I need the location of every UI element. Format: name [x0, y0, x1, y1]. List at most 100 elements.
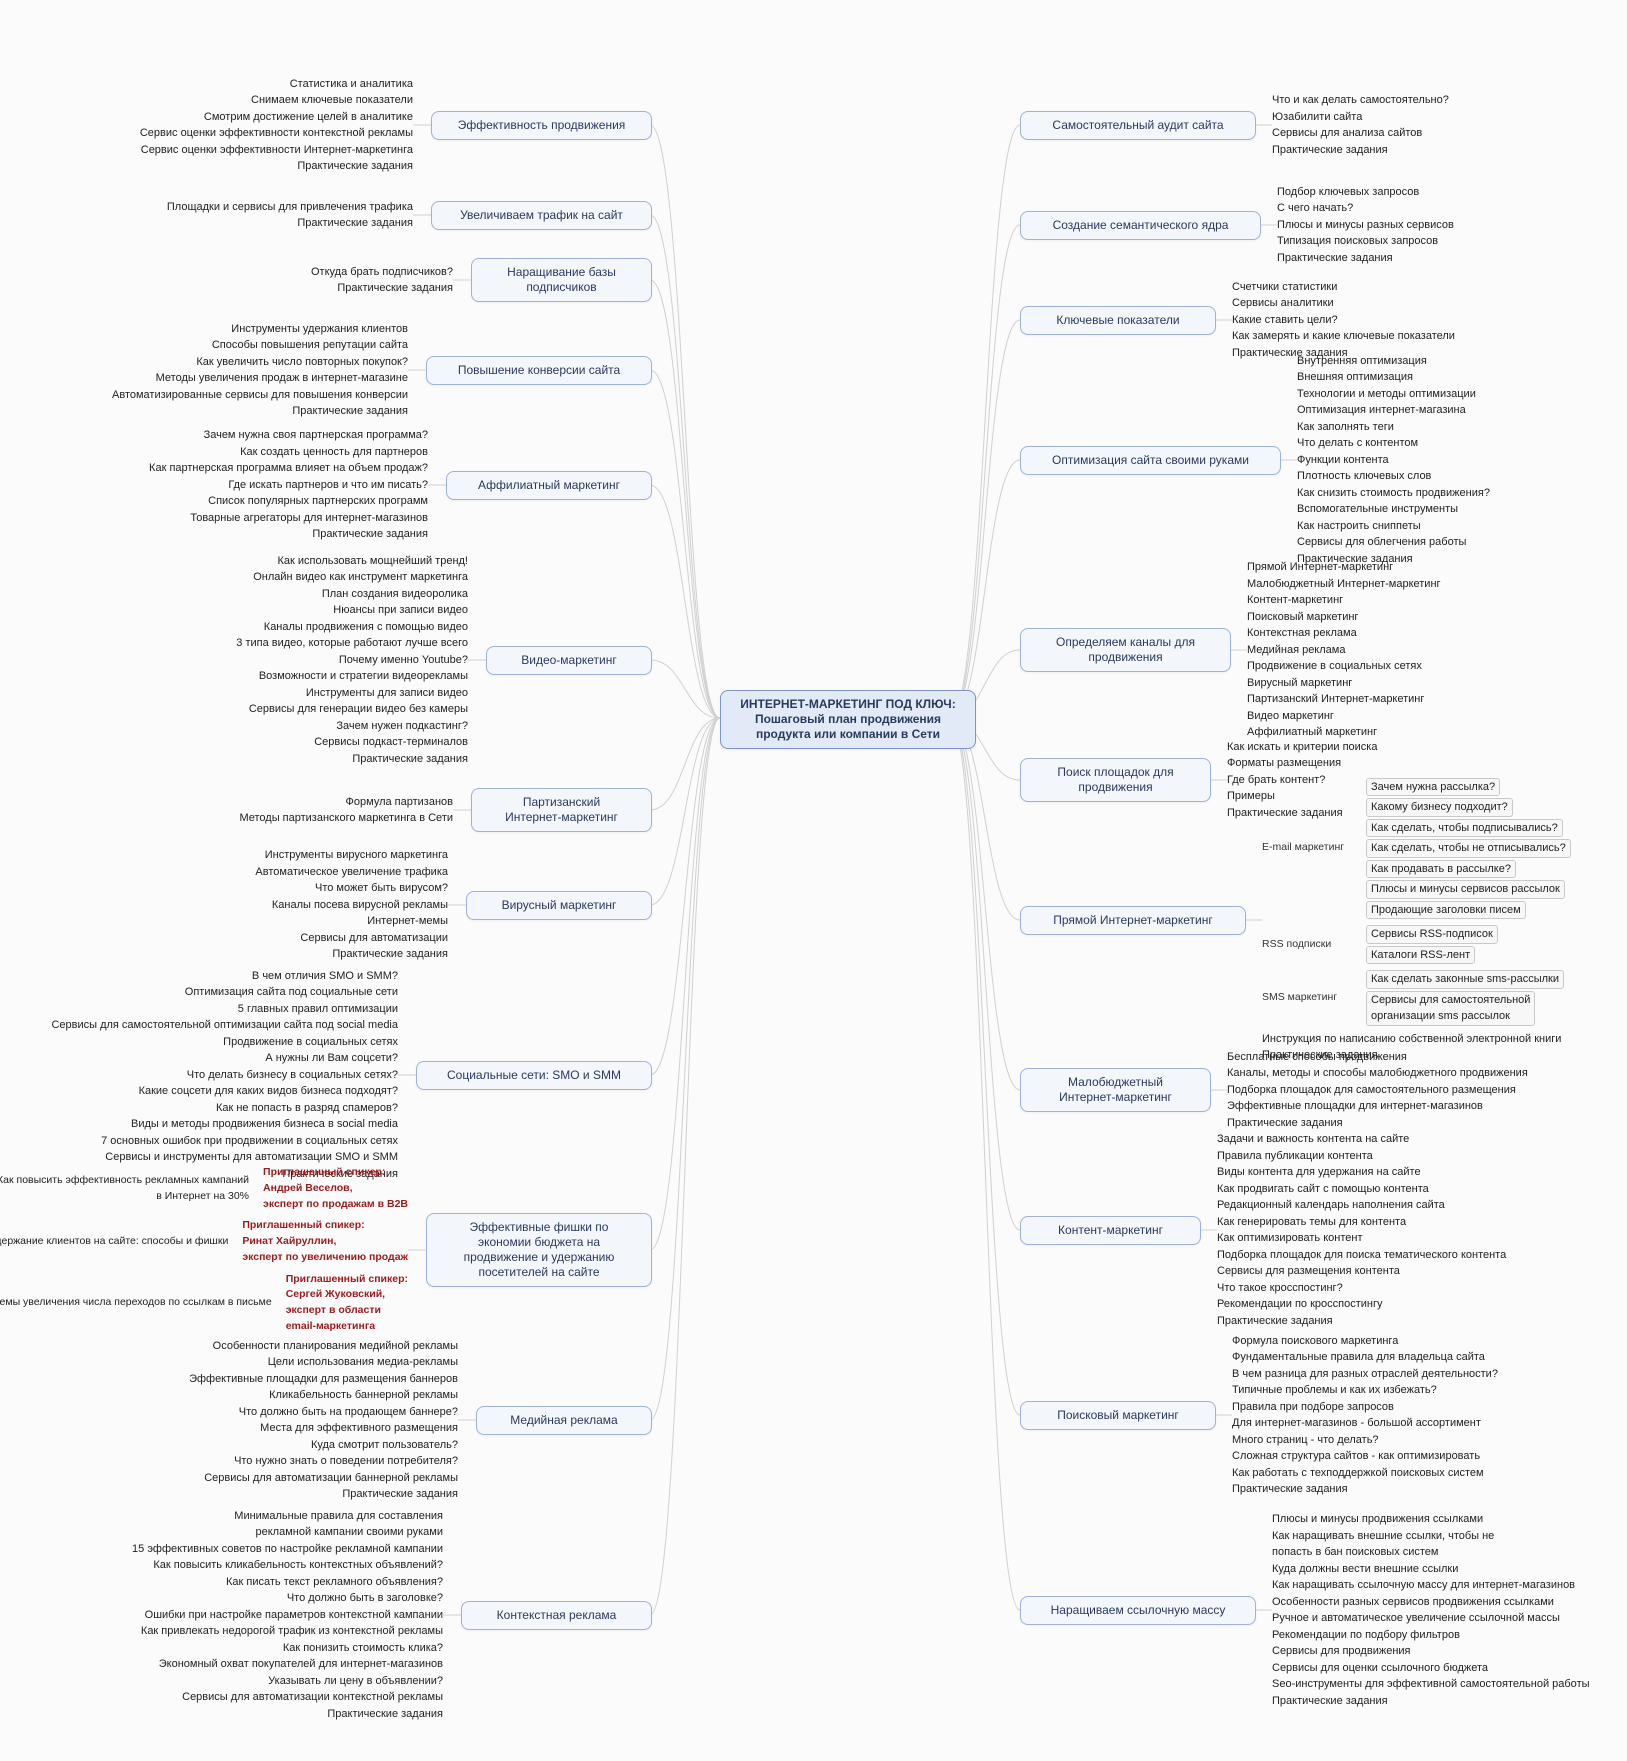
branch-node: Самостоятельный аудит сайта — [1020, 111, 1256, 140]
leaf-item: Ошибки при настройке параметров контекст… — [3, 1607, 443, 1624]
leaf-item: Внешняя оптимизация — [1297, 369, 1627, 386]
leaf-item: Типизация поисковых запросов — [1277, 233, 1607, 250]
leaf-item: Вирусный маркетинг — [1247, 675, 1577, 692]
subgroup-items: Сервисы RSS-подписокКаталоги RSS-лент — [1366, 924, 1498, 965]
leaf-item: Практические задания — [78, 1486, 458, 1503]
leaf-item: Малобюджетный Интернет-маркетинг — [1247, 576, 1577, 593]
leaf-item: Формула партизанов — [133, 794, 453, 811]
leaf-item: Правила публикации контента — [1217, 1148, 1617, 1165]
branch-node: Поиск площадок для продвижения — [1020, 758, 1211, 802]
leaf-item: Какому бизнесу подходит? — [1366, 797, 1571, 818]
leaf-item: Статистика и аналитика — [53, 76, 413, 93]
leaf-item: Как генерировать темы для контента — [1217, 1214, 1617, 1231]
leaf-list: Формула партизановМетоды партизанского м… — [133, 794, 453, 827]
leaf-item: Как партнерская программа влияет на объе… — [48, 460, 428, 477]
leaf-list: Бесплатные способы продвиженияКаналы, ме… — [1227, 1049, 1627, 1132]
leaf-item: Как настроить сниппеты — [1297, 518, 1627, 535]
leaf-list: Площадки и сервисы для привлечения трафи… — [93, 199, 413, 232]
leaf-item: Инструменты удержания клиентов — [28, 321, 408, 338]
branch-node: Видео-маркетинг — [486, 646, 652, 675]
branch-node: Поисковый маркетинг — [1020, 1401, 1216, 1430]
leaf-list: Статистика и аналитикаСнимаем ключевые п… — [53, 76, 413, 175]
leaf-item: Инструкция по написанию собственной элек… — [1262, 1031, 1561, 1048]
leaf-item: Как использовать мощнейший тренд! — [88, 553, 468, 570]
leaf-item: Какие соцсети для каких видов бизнеса по… — [0, 1083, 398, 1100]
leaf-item: Снимаем ключевые показатели — [53, 92, 413, 109]
leaf-item: Откуда брать подписчиков? — [193, 264, 453, 281]
branch-node: Контекстная реклама — [461, 1601, 652, 1630]
leaf-list: Инструменты удержания клиентовСпособы по… — [28, 321, 408, 420]
branch-node: Партизанский Интернет-маркетинг — [471, 788, 652, 832]
leaf-item: Практические задания — [1272, 142, 1602, 159]
leaf-item: Сервисы для облегчения работы — [1297, 534, 1627, 551]
leaf-item: Технологии и методы оптимизации — [1297, 386, 1627, 403]
branch-node: Контент-маркетинг — [1020, 1216, 1201, 1245]
leaf-item: Внутренняя оптимизация — [1297, 353, 1627, 370]
leaf-item: Сервисы для оценки ссылочного бюджета — [1272, 1660, 1627, 1677]
leaf-item: Как сделать, чтобы не отписывались? — [1366, 838, 1571, 859]
leaf-item: Товарные агрегаторы для интернет-магазин… — [48, 510, 428, 527]
leaf-item: Зачем нужна своя партнерская программа? — [48, 427, 428, 444]
leaf-item: Оптимизация интернет-магазина — [1297, 402, 1627, 419]
leaf-item: Практические задания — [28, 403, 408, 420]
leaf-item: А нужны ли Вам соцсети? — [0, 1050, 398, 1067]
branch-node: Социальные сети: SMO и SMM — [416, 1061, 652, 1090]
leaf-item: Сервисы для анализа сайтов — [1272, 125, 1602, 142]
leaf-item: Плюсы и минусы продвижения ссылками — [1272, 1511, 1627, 1528]
branch-node: Оптимизация сайта своими руками — [1020, 446, 1281, 475]
leaf-item: Сервисы для автоматизации контекстной ре… — [3, 1689, 443, 1706]
leaf-item: Бесплатные способы продвижения — [1227, 1049, 1627, 1066]
leaf-item: Практические задания — [3, 1706, 443, 1723]
leaf-item: Подборка площадок для самостоятельного р… — [1227, 1082, 1627, 1099]
speaker-name: Приглашенный спикер: Сергей Жуковский, э… — [286, 1272, 408, 1335]
branch-node: Аффилиатный маркетинг — [446, 471, 652, 500]
leaf-item: Что нужно знать о поведении потребителя? — [78, 1453, 458, 1470]
leaf-item: Как не попасть в разряд спамеров? — [0, 1100, 398, 1117]
leaf-item: Фундаментальные правила для владельца са… — [1232, 1349, 1627, 1366]
leaf-item: Как повысить кликабельность контекстных … — [3, 1557, 443, 1574]
leaf-list: Подбор ключевых запросовС чего начать?Пл… — [1277, 184, 1607, 267]
leaf-item: Как работать с техподдержкой поисковых с… — [1232, 1465, 1627, 1482]
leaf-item: Цели использования медиа-рекламы — [78, 1354, 458, 1371]
leaf-item: Как сделать законные sms-рассылки — [1366, 969, 1564, 990]
leaf-item: В чем разница для разных отраслей деятел… — [1232, 1366, 1627, 1383]
leaf-list: Инструменты вирусного маркетингаАвтомати… — [128, 847, 448, 963]
leaf-item: Сложная структура сайтов - как оптимизир… — [1232, 1448, 1627, 1465]
leaf-item: Практические задания — [193, 280, 453, 297]
leaf-item: Зачем нужна рассылка? — [1366, 777, 1571, 798]
leaf-item: Подборка площадок для поиска тематическо… — [1217, 1247, 1617, 1264]
leaf-item: Видео маркетинг — [1247, 708, 1577, 725]
leaf-item: 15 эффективных советов по настройке рекл… — [3, 1541, 443, 1558]
leaf-list: Зачем нужна своя партнерская программа? К… — [48, 427, 428, 543]
leaf-item: Как снизить стоимость продвижения? — [1297, 485, 1627, 502]
leaf-item: План создания видеоролика — [88, 586, 468, 603]
leaf-item: Особенности разных сервисов продвижения … — [1272, 1594, 1627, 1611]
leaf-item: Каналы, методы и способы малобюджетного … — [1227, 1065, 1627, 1082]
leaf-item: Формула поискового маркетинга — [1232, 1333, 1627, 1350]
leaf-item: Что делать бизнесу в социальных сетях? — [0, 1067, 398, 1084]
leaf-list: E-mail маркетингЗачем нужна рассылка?Как… — [1262, 773, 1627, 1068]
leaf-item: Сервисы для размещения контента — [1217, 1263, 1617, 1280]
leaf-item: Практические задания — [93, 215, 413, 232]
branch-node: Малобюджетный Интернет-маркетинг — [1020, 1068, 1211, 1112]
leaf-item: Онлайн видео как инструмент маркетинга — [88, 569, 468, 586]
leaf-item: Сервисы RSS-подписок — [1366, 924, 1498, 945]
leaf-list: Как использовать мощнейший тренд!Онлайн … — [88, 553, 468, 768]
leaf-item: Кликабельность баннерной рекламы — [78, 1387, 458, 1404]
leaf-item: Сервисы для генерации видео без камеры — [88, 701, 468, 718]
leaf-item: Продвижение в социальных сетях — [0, 1034, 398, 1051]
leaf-list: В чем отличия SMO и SMM?Оптимизация сайт… — [0, 968, 398, 1183]
leaf-item: Продающие заголовки писем — [1366, 900, 1571, 921]
leaf-item: Методы увеличения продаж в интернет-мага… — [28, 370, 408, 387]
leaf-item: Задачи и важность контента на сайте — [1217, 1131, 1617, 1148]
branch-node: Вирусный маркетинг — [466, 891, 652, 920]
leaf-item: Особенности планирования медийной реклам… — [78, 1338, 458, 1355]
leaf-item: Практические задания — [1227, 1115, 1627, 1132]
leaf-item: Форматы размещения — [1227, 755, 1527, 772]
leaf-item: Счетчики статистики — [1232, 279, 1562, 296]
branch-node: Ключевые показатели — [1020, 306, 1216, 335]
leaf-list: Откуда брать подписчиков?Практические за… — [193, 264, 453, 297]
leaf-item: Эффективные площадки для размещения банн… — [78, 1371, 458, 1388]
subgroup-items: Как сделать законные sms-рассылкиСервисы… — [1366, 969, 1564, 1027]
leaf-item: Что и как делать самостоятельно? — [1272, 92, 1602, 109]
